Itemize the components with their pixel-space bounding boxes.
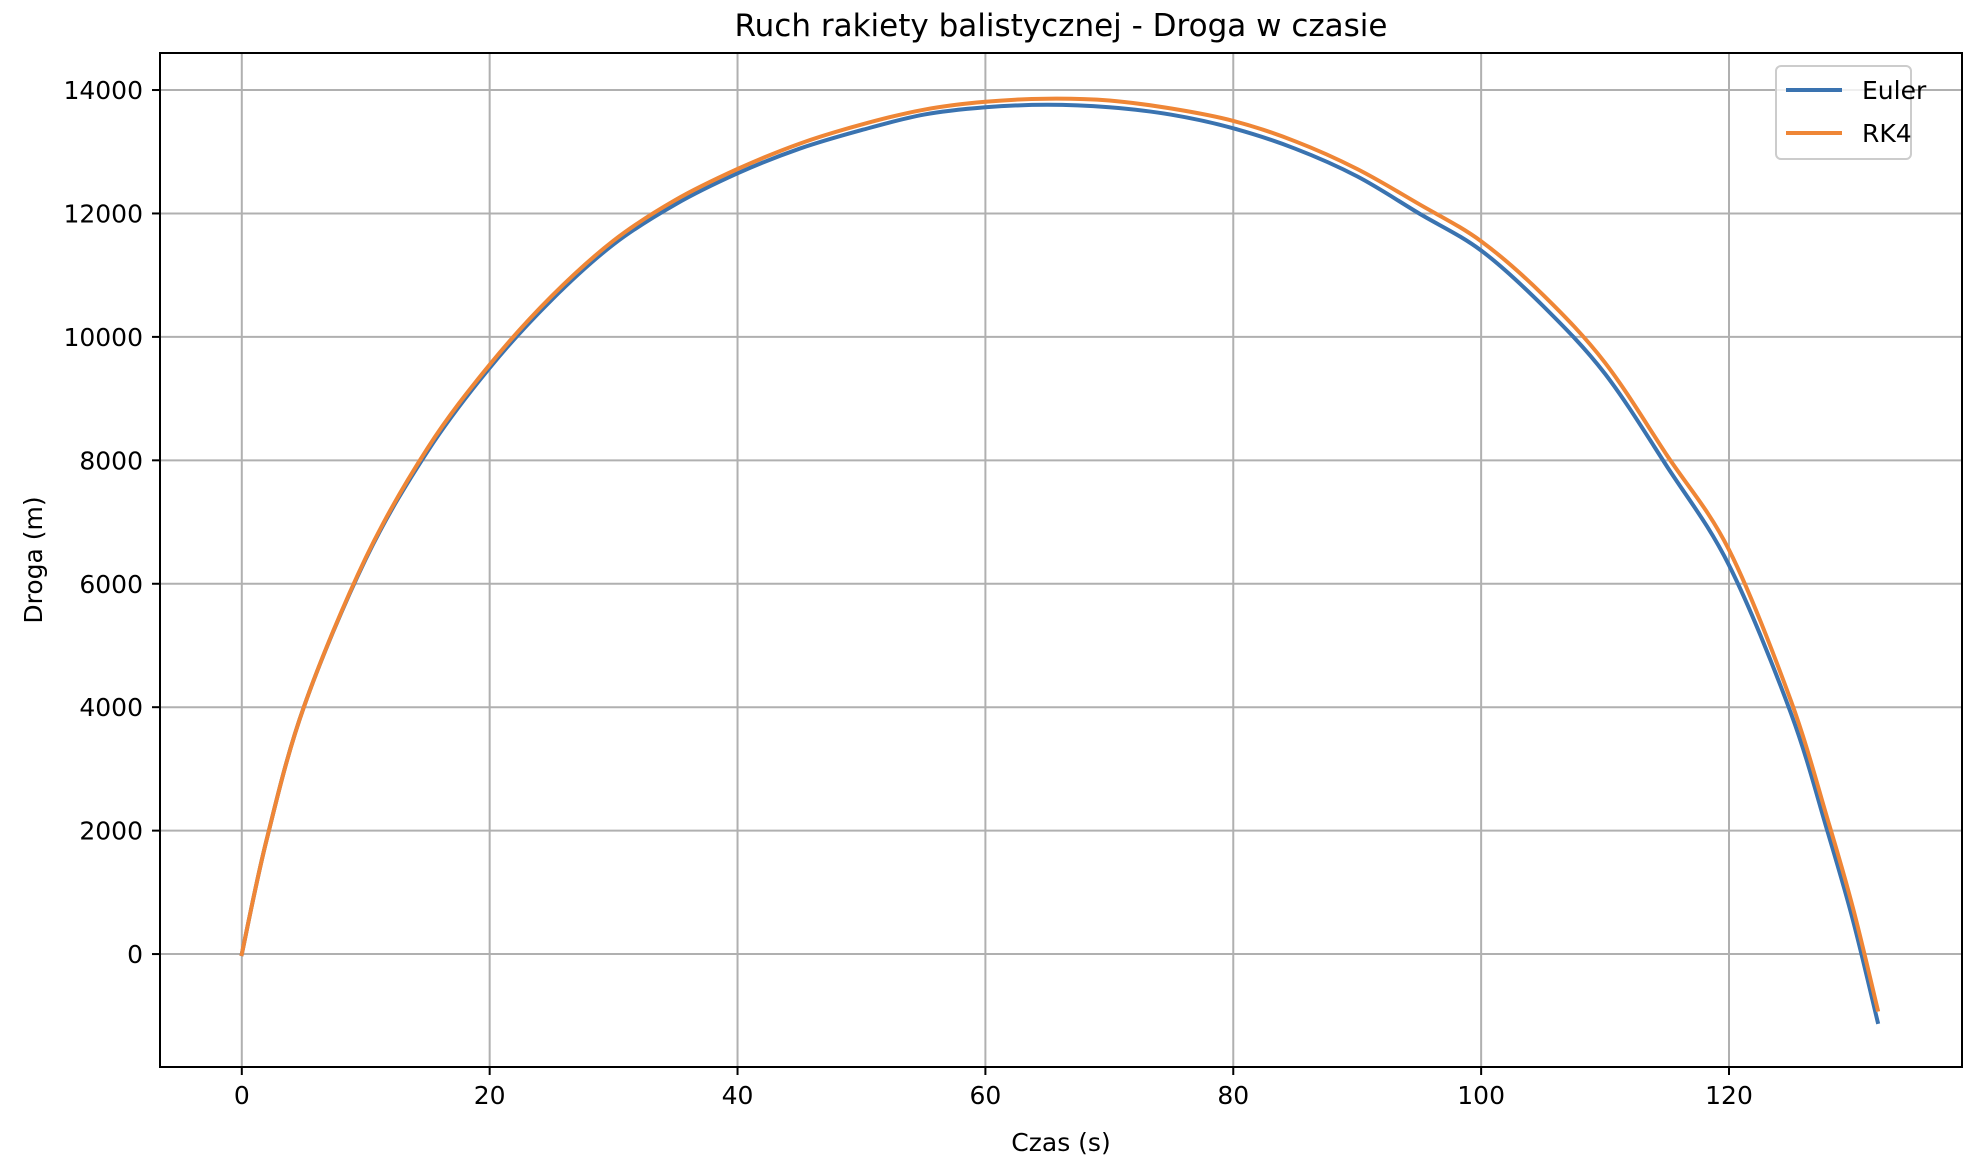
y-tick-label: 2000 [79,817,143,846]
x-tick-label: 100 [1457,1081,1505,1110]
series-layer [239,96,1881,1025]
y-tick-label: 6000 [79,570,143,599]
x-tick-label: 0 [234,1081,250,1110]
x-axis-title: Czas (s) [1011,1128,1110,1157]
grid [160,53,1962,1067]
y-tick-label: 14000 [63,76,143,105]
y-axis: 0 2000 4000 6000 8000 10000 12000 14000 [63,76,160,969]
legend-label-rk4: RK4 [1862,119,1912,148]
series-line-rk4 [239,96,1881,1013]
y-axis-title: Droga (m) [19,496,48,623]
x-tick-label: 40 [722,1081,754,1110]
y-tick-label: 8000 [79,446,143,475]
legend: Euler RK4 [1775,65,1927,160]
y-tick-label: 0 [127,940,143,969]
y-tick-label: 12000 [63,199,143,228]
x-axis: 0 20 40 60 80 100 120 [234,1067,1753,1110]
y-tick-label: 4000 [79,693,143,722]
x-tick-label: 20 [474,1081,506,1110]
plot-frame [159,52,1963,1068]
legend-label-euler: Euler [1862,76,1927,105]
y-tick-label: 10000 [63,323,143,352]
x-tick-label: 120 [1705,1081,1753,1110]
x-tick-label: 80 [1217,1081,1249,1110]
x-tick-label: 60 [969,1081,1001,1110]
chart-title: Ruch rakiety balistycznej - Droga w czas… [735,8,1388,44]
